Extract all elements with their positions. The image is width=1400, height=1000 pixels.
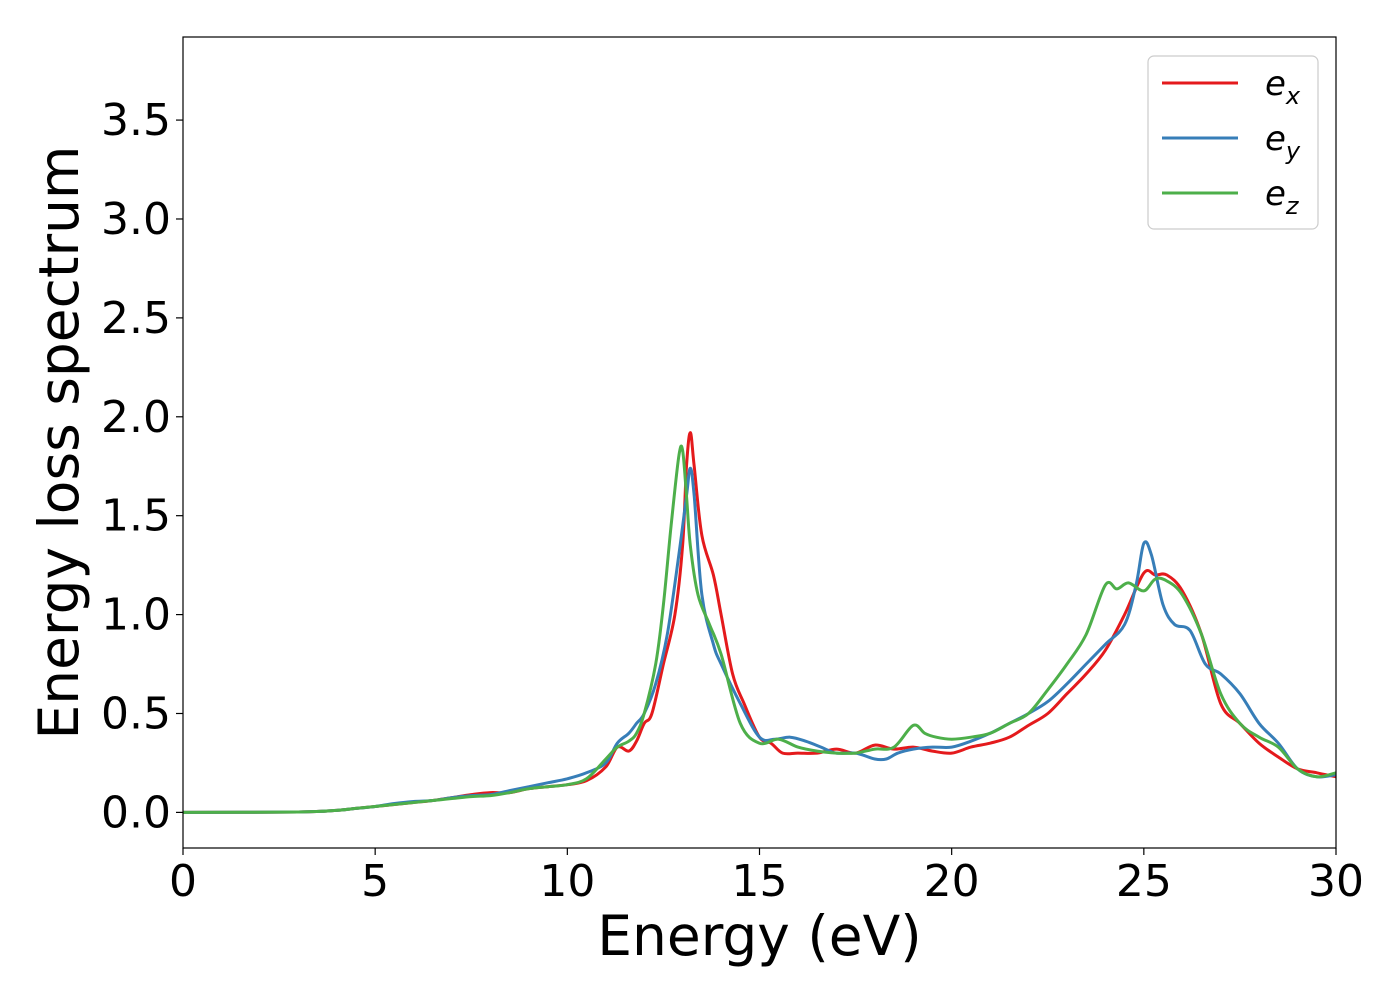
legend-label-x: ex — [1265, 64, 1301, 110]
legend-label-z: ez — [1265, 174, 1300, 220]
series-line-y — [183, 466, 1336, 814]
ticks-layer: 0 5 10 15 20 25 30 0.0 0.5 1.0 1.5 2.0 2.5 3.0 3.5 — [101, 95, 1364, 907]
x-tick-label: 25 — [1116, 856, 1172, 907]
legend-label-y: ey — [1265, 119, 1301, 165]
y-tick-label: 1.5 — [101, 491, 171, 542]
y-tick-label: 3.0 — [101, 194, 171, 245]
series-layer — [183, 431, 1336, 814]
y-tick-label: 0.5 — [101, 688, 171, 739]
x-tick-label: 30 — [1308, 856, 1364, 907]
legend: ex ey ez — [1147, 55, 1319, 230]
legend-box — [1147, 55, 1319, 230]
x-tick-label: 10 — [539, 856, 595, 907]
x-tick-label: 20 — [924, 856, 980, 907]
x-tick-label: 15 — [732, 856, 788, 907]
y-tick-label: 1.0 — [101, 590, 171, 641]
x-tick-label: 5 — [361, 856, 389, 907]
y-tick-label: 0.0 — [101, 787, 171, 838]
x-axis-label: Energy (eV) — [597, 904, 921, 968]
y-tick-label: 2.5 — [101, 293, 171, 344]
series-line-z — [183, 444, 1336, 814]
y-tick-label: 2.0 — [101, 392, 171, 443]
y-axis-label: Energy loss spectrum — [27, 145, 91, 739]
x-tick-label: 0 — [169, 856, 197, 907]
y-tick-label: 3.5 — [101, 95, 171, 146]
